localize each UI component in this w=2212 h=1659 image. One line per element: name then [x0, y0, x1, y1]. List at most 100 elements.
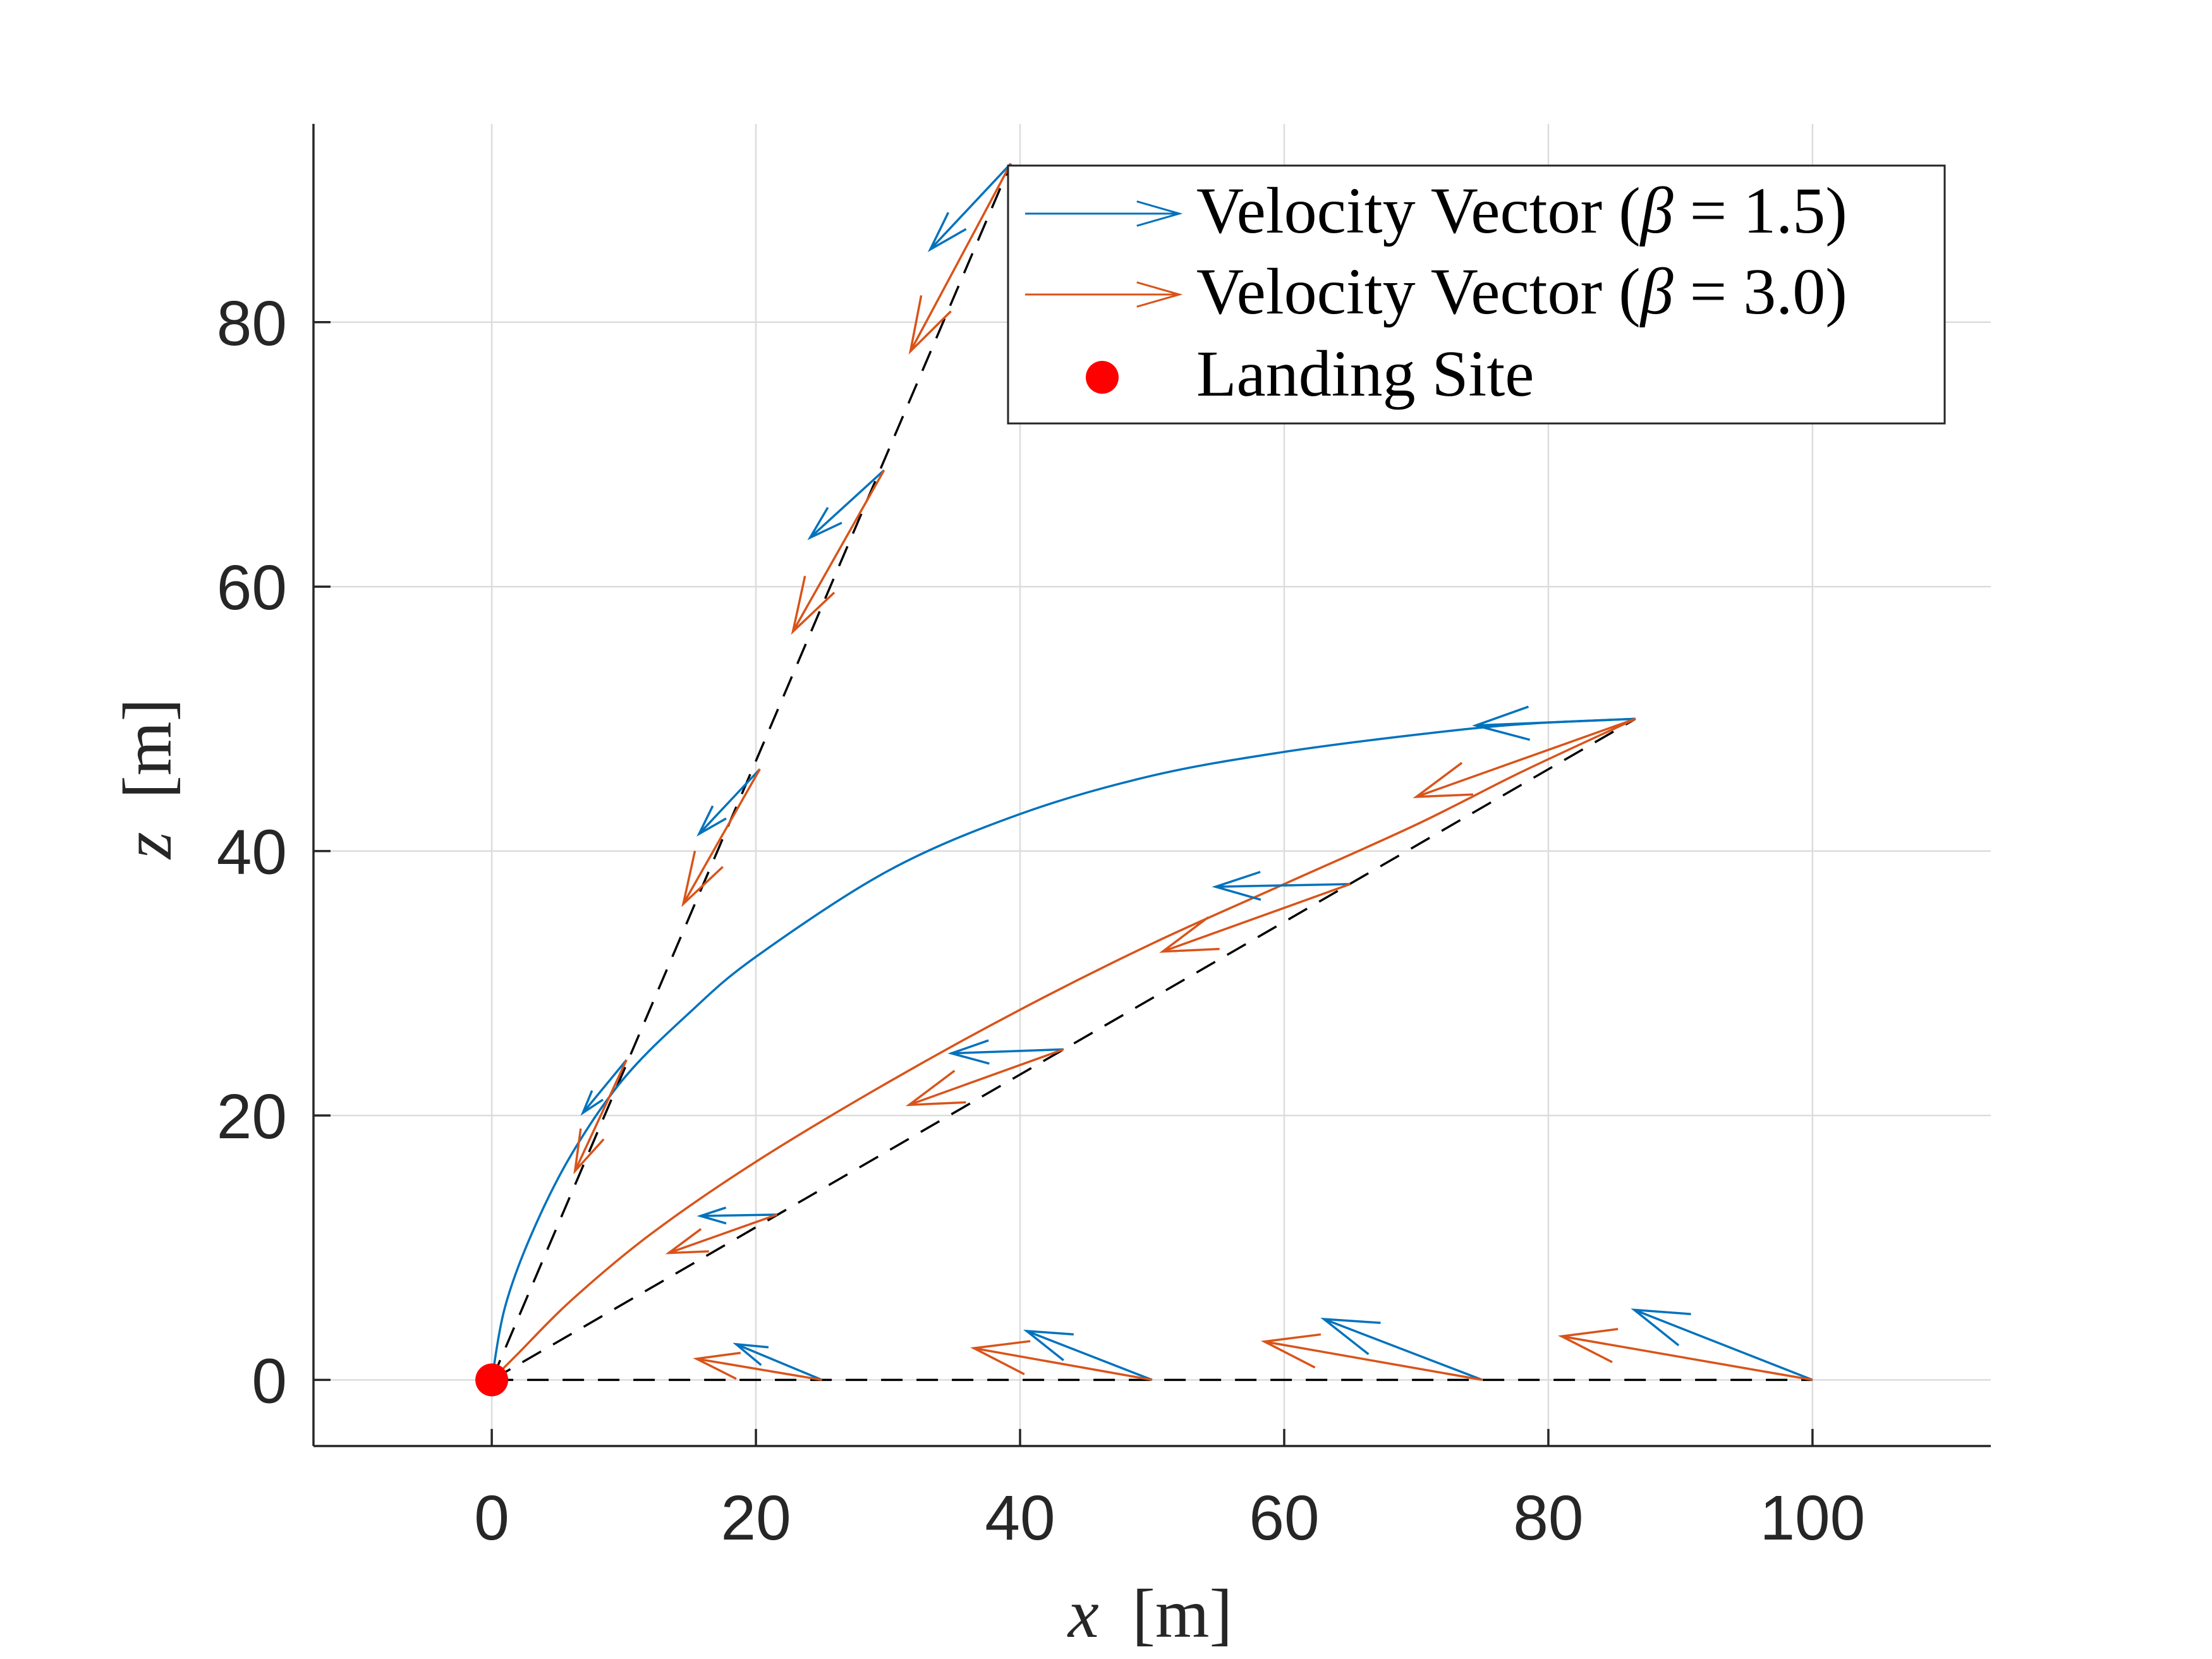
- velocity-vector-beta15-3: [1631, 1308, 1813, 1382]
- vector-shaft: [1215, 883, 1351, 888]
- vector-head: [732, 1342, 769, 1366]
- vector-head: [927, 212, 967, 253]
- tick-labels: 0 20 40 60 80 100 0 20 40 60 80: [217, 288, 1866, 1553]
- legend-arrowhead-beta15: [1136, 200, 1183, 227]
- legend-arrowhead-beta30: [1136, 281, 1183, 308]
- velocity-vector-beta15-5: [947, 1039, 1064, 1065]
- vector-head: [1260, 1333, 1322, 1369]
- vector-shaft: [668, 1213, 778, 1255]
- vector-shaft: [700, 1213, 777, 1217]
- guide-lines: [490, 163, 1813, 1382]
- x-axis-label-unit: [m]: [1132, 1575, 1232, 1652]
- vector-head: [791, 576, 836, 635]
- velocity-vector-beta15-8: [580, 1059, 628, 1116]
- vector-head: [807, 507, 842, 540]
- velocity-vector-beta30-1: [970, 1340, 1153, 1382]
- velocity-vector-beta15-6: [1212, 870, 1351, 901]
- vector-head: [1320, 1318, 1381, 1356]
- vector-shaft: [973, 1347, 1153, 1382]
- velocity-vector-beta15-7: [1472, 705, 1636, 741]
- x-tick-label-0: 0: [474, 1483, 509, 1553]
- landing-site-dot: [475, 1363, 509, 1397]
- vector-head: [1631, 1308, 1691, 1347]
- x-tick-label-3: 60: [1249, 1483, 1319, 1553]
- y-tick-label-2: 40: [217, 817, 287, 888]
- axes: [312, 124, 1991, 1447]
- vector-shaft: [682, 769, 761, 905]
- y-tick-label-0: 0: [252, 1346, 287, 1416]
- velocity-vectors: [573, 162, 1813, 1382]
- vector-head: [696, 805, 727, 837]
- legend-entry-beta15[interactable]: Velocity Vector (β = 1.5): [1025, 174, 1847, 247]
- velocity-vector-beta30-6: [1159, 883, 1351, 953]
- guide-line-1: [491, 717, 1636, 1381]
- vector-shaft: [574, 1059, 628, 1172]
- vector-head: [1159, 916, 1220, 953]
- velocity-vector-beta15-10: [807, 469, 885, 540]
- vector-head: [580, 1090, 604, 1116]
- trajectory-beta30: [490, 717, 1636, 1381]
- legend-entry-landing-site[interactable]: Landing Site: [1086, 337, 1534, 410]
- vector-shaft: [1634, 1308, 1813, 1382]
- trajectory-beta15: [490, 717, 1636, 1380]
- vector-head: [681, 851, 724, 908]
- velocity-vector-beta30-3: [1557, 1328, 1813, 1382]
- y-tick-label-1: 20: [217, 1081, 287, 1152]
- vector-shaft: [1264, 1340, 1483, 1382]
- vector-head: [1023, 1329, 1074, 1361]
- velocity-vector-beta15-1: [1023, 1329, 1153, 1382]
- vector-shaft: [736, 1343, 823, 1382]
- x-axis-label-var: x: [1067, 1575, 1099, 1652]
- landing-site-marker: [475, 1363, 509, 1397]
- vector-head: [905, 1069, 966, 1107]
- vector-shaft: [951, 1048, 1064, 1055]
- velocity-vector-beta30-7: [1413, 717, 1636, 798]
- legend-label-landing-site: Landing Site: [1196, 337, 1534, 410]
- vector-head: [1472, 705, 1531, 741]
- legend-label-beta15: Velocity Vector (β = 1.5): [1196, 174, 1847, 247]
- velocity-vector-beta15-9: [696, 768, 761, 837]
- velocity-vector-beta30-4: [665, 1213, 778, 1255]
- y-axis-label: z [m]: [109, 698, 186, 860]
- x-tick-label-4: 80: [1513, 1483, 1583, 1553]
- legend[interactable]: Velocity Vector (β = 1.5) Velocity Vecto…: [1007, 164, 1946, 425]
- x-tick-label-2: 40: [985, 1483, 1055, 1553]
- legend-entry-beta30[interactable]: Velocity Vector (β = 3.0): [1025, 255, 1847, 328]
- vector-head: [573, 1128, 605, 1175]
- vector-shaft: [1323, 1318, 1483, 1382]
- y-tick-label-3: 60: [217, 552, 287, 623]
- vector-head: [696, 1206, 727, 1225]
- velocity-vector-beta30-5: [905, 1048, 1064, 1107]
- vector-shaft: [1561, 1335, 1813, 1382]
- vector-head: [1212, 870, 1261, 901]
- y-axis-label-unit: [m]: [109, 698, 186, 799]
- velocity-vector-beta30-8: [573, 1059, 628, 1175]
- vector-shaft: [809, 469, 885, 539]
- vector-head: [693, 1351, 741, 1380]
- vector-head: [1557, 1328, 1619, 1363]
- vector-shaft: [908, 1048, 1064, 1106]
- vector-head: [947, 1039, 990, 1065]
- x-tick-label-1: 20: [720, 1483, 791, 1553]
- vector-shaft: [1026, 1330, 1153, 1382]
- vector-shaft: [581, 1059, 628, 1114]
- vector-head: [908, 295, 952, 355]
- velocity-vector-beta15-0: [732, 1342, 823, 1382]
- velocity-vector-beta30-0: [693, 1351, 822, 1382]
- vector-shaft: [1416, 717, 1636, 798]
- vector-head: [665, 1228, 709, 1255]
- velocity-vector-beta15-4: [696, 1206, 777, 1225]
- vector-head: [1413, 762, 1473, 798]
- legend-marker-landing-site: [1086, 361, 1119, 394]
- vector-shaft: [1162, 883, 1351, 953]
- velocity-vector-beta15-2: [1320, 1318, 1483, 1382]
- velocity-vector-beta15-11: [927, 162, 1012, 253]
- trajectories: [490, 717, 1636, 1381]
- x-tick-label-5: 100: [1759, 1483, 1865, 1553]
- x-axis-label: x [m]: [1067, 1575, 1232, 1652]
- y-axis-label-var: z: [109, 832, 186, 860]
- velocity-vector-beta30-11: [908, 162, 1012, 355]
- vector-head: [970, 1340, 1031, 1375]
- velocity-vector-beta30-10: [791, 470, 885, 635]
